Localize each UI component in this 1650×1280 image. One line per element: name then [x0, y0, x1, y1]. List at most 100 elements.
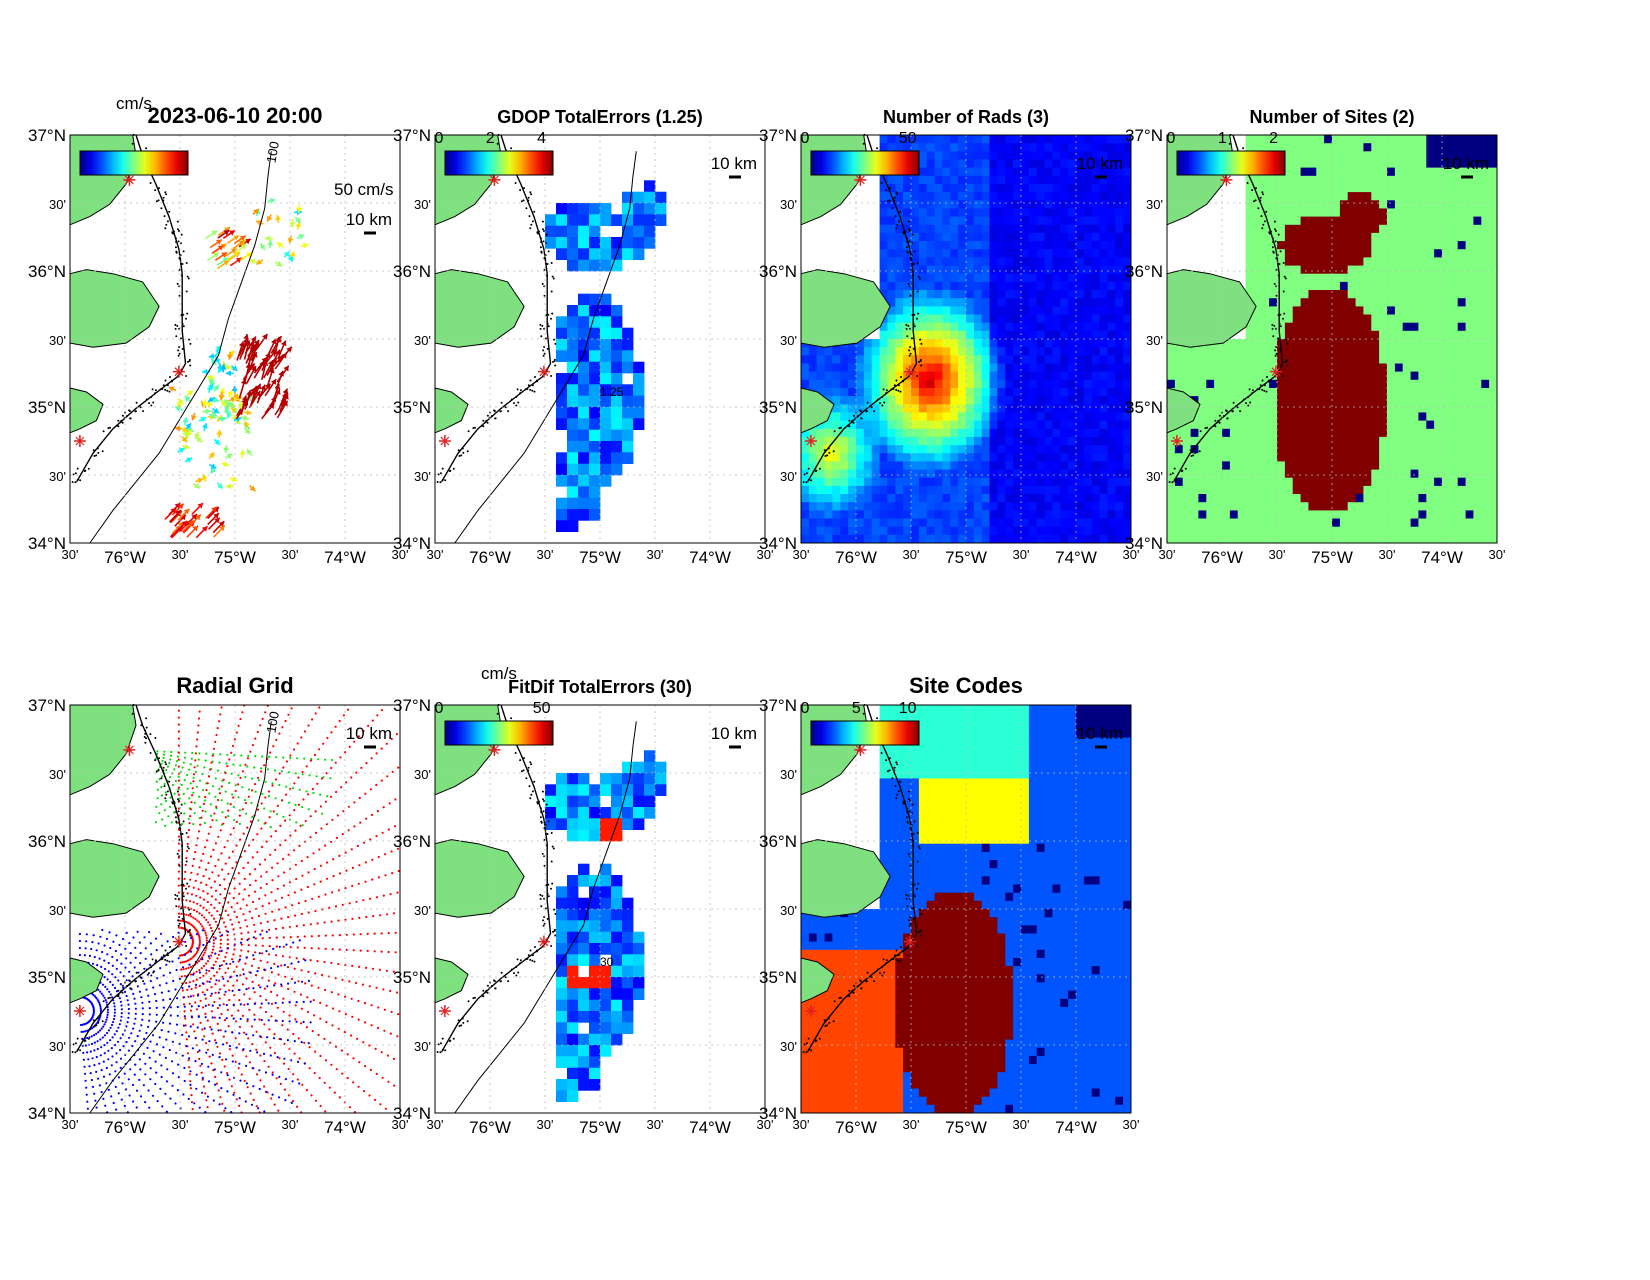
nsites-cell — [1198, 470, 1206, 479]
nrads-cell — [880, 510, 888, 519]
nrads-cell — [927, 274, 935, 283]
nrads-cell — [880, 404, 888, 413]
nsites-cell — [1198, 519, 1206, 528]
nsites-cell — [1371, 339, 1379, 348]
nrads-cell — [982, 396, 990, 405]
nrads-cell — [1123, 437, 1131, 446]
nrads-cell — [1115, 396, 1123, 405]
nrads-cell — [1029, 290, 1037, 299]
nsites-cell — [1230, 470, 1238, 479]
nsites-cell — [1214, 396, 1222, 405]
nrads-cell — [887, 208, 895, 217]
nsites-cell — [1418, 192, 1426, 201]
nsites-cell — [1269, 502, 1277, 511]
nrads-cell — [1068, 510, 1076, 519]
nsites-cell — [1418, 225, 1426, 234]
nrads-cell — [1060, 298, 1068, 307]
nsites-cell — [1246, 380, 1254, 389]
nsites-cell — [1466, 510, 1474, 519]
nrads-cell — [887, 176, 895, 185]
nrads-cell — [950, 470, 958, 479]
nsites-cell — [1253, 510, 1261, 519]
nsites-cell — [1198, 445, 1206, 454]
nsites-cell — [1458, 510, 1466, 519]
nrads-cell — [903, 502, 911, 511]
nrads-cell — [825, 502, 833, 511]
nrads-cell — [1013, 135, 1021, 144]
nsites-island-dot — [1279, 314, 1281, 316]
nrads-cell — [1100, 274, 1108, 283]
nrads-cell — [801, 535, 809, 544]
nsites-cell — [1379, 372, 1387, 381]
nrads-cell — [935, 510, 943, 519]
nrads-cell — [1037, 135, 1045, 144]
gdop-cb-tick: 4 — [537, 130, 546, 147]
nsites-cell — [1301, 274, 1309, 283]
nsites-cell — [1458, 519, 1466, 528]
nrads-cell — [942, 274, 950, 283]
nsites-cell — [1418, 217, 1426, 226]
nrads-cell — [1100, 486, 1108, 495]
nsites-cell — [1418, 347, 1426, 356]
nsites-cell — [1206, 453, 1214, 462]
nrads-cell — [911, 184, 919, 193]
nrads-cell — [1060, 323, 1068, 332]
nsites-cell — [1363, 298, 1371, 307]
nsites-cell — [1395, 168, 1403, 177]
nsites-cell — [1356, 412, 1364, 421]
nrads-cell — [950, 143, 958, 152]
nrads-cell — [1037, 470, 1045, 479]
nrads-cell — [801, 380, 809, 389]
nrads-cell — [903, 404, 911, 413]
nsites-cell — [1371, 315, 1379, 324]
nsites-cell — [1261, 364, 1269, 373]
gdop-island-dot — [553, 278, 555, 280]
nrads-cell — [1013, 429, 1021, 438]
nrads-cell — [927, 453, 935, 462]
nrads-cell — [880, 380, 888, 389]
nrads-cell — [895, 437, 903, 446]
nrads-cell — [1045, 233, 1053, 242]
nsites-cell — [1387, 380, 1395, 389]
nsites-cell — [1191, 502, 1199, 511]
nrads-cell — [1068, 461, 1076, 470]
nsites-cell — [1363, 388, 1371, 397]
nrads-island-dot — [906, 237, 908, 239]
gdop-cell — [589, 316, 600, 328]
nsites-cell — [1348, 282, 1356, 291]
nrads-cell — [974, 143, 982, 152]
nsites-cell — [1348, 217, 1356, 226]
nrads-cell — [950, 168, 958, 177]
gdop-island-dot — [534, 376, 536, 378]
nrads-cell — [1115, 257, 1123, 266]
nrads-cell — [1013, 143, 1021, 152]
nsites-cell — [1450, 306, 1458, 315]
nsites-cell — [1442, 176, 1450, 185]
nrads-cell — [958, 200, 966, 209]
nsites-cell — [1293, 217, 1301, 226]
nrads-cell — [935, 404, 943, 413]
nsites-cell — [1395, 453, 1403, 462]
nsites-cell — [1379, 453, 1387, 462]
nrads-cell — [864, 437, 872, 446]
nrads-cell — [856, 535, 864, 544]
nrads-cell — [1107, 355, 1115, 364]
nrads-cell — [950, 160, 958, 169]
nrads-cell — [990, 306, 998, 315]
nrads-cell — [1029, 282, 1037, 291]
nrads-cell — [950, 445, 958, 454]
nrads-cell — [1123, 494, 1131, 503]
nsites-cell — [1403, 225, 1411, 234]
nsites-cell — [1411, 478, 1419, 487]
nsites-cell — [1450, 535, 1458, 544]
nsites-cell — [1340, 168, 1348, 177]
nsites-cell — [1411, 486, 1419, 495]
nrads-cell — [832, 429, 840, 438]
nrads-cell — [1068, 315, 1076, 324]
nrads-cell — [1045, 494, 1053, 503]
nsites-cell — [1253, 412, 1261, 421]
nrads-cell — [966, 339, 974, 348]
nsites-cell — [1316, 274, 1324, 283]
nsites-cell — [1371, 510, 1379, 519]
nrads-cell — [966, 208, 974, 217]
